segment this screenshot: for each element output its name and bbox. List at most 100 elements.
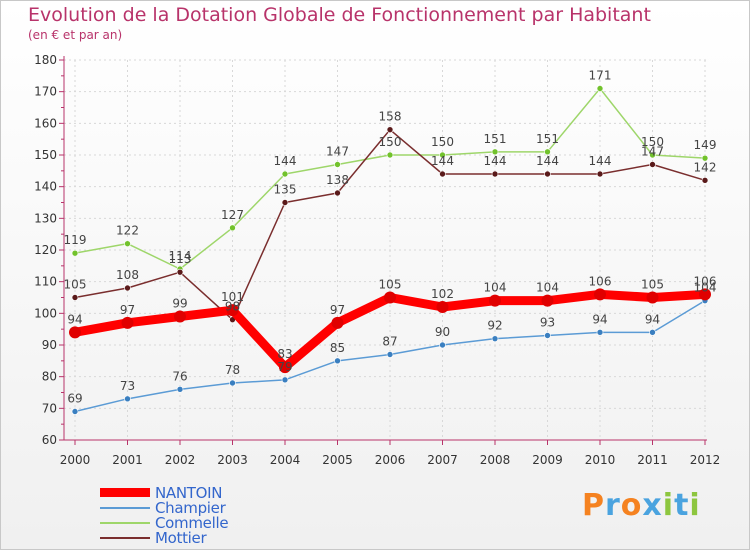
data-label-mottier: 108 — [116, 268, 139, 282]
data-label-champier: 73 — [120, 379, 135, 393]
logo-letter: x — [642, 488, 663, 523]
data-point-commelle — [386, 151, 394, 159]
data-label-commelle: 150 — [379, 135, 402, 149]
data-label-mottier: 144 — [484, 154, 507, 168]
data-label-nantoin: 99 — [172, 297, 187, 311]
data-label-commelle: 127 — [221, 208, 244, 222]
legend-swatch-commelle — [100, 522, 150, 524]
data-point-champier — [176, 386, 184, 393]
data-point-champier — [334, 357, 341, 365]
series-group — [69, 85, 711, 415]
y-axis-ticks: 60 70 80 90 100 110 120 130 140 150 160 170 180 — [34, 53, 64, 447]
legend-label-nantoin: NANTOIN — [155, 484, 223, 502]
data-label-nantoin: 102 — [431, 287, 454, 301]
data-point-champier — [386, 351, 394, 358]
data-label-mottier: 105 — [64, 278, 87, 292]
legend-label-mottier: Mottier — [155, 529, 207, 547]
data-label-mottier: 144 — [536, 154, 559, 168]
data-point-mottier — [701, 177, 709, 184]
data-label-commelle: 150 — [641, 135, 664, 149]
data-label-champier: 92 — [487, 319, 502, 333]
legend-swatch-champier — [100, 507, 150, 509]
data-point-champier — [439, 341, 446, 349]
data-point-nantoin — [436, 301, 449, 313]
data-point-nantoin — [174, 310, 186, 323]
data-label-nantoin: 101 — [221, 290, 244, 304]
legend-label-champier: Champier — [155, 499, 226, 517]
data-label-mottier: 113 — [169, 252, 192, 266]
x-tick-label: 2007 — [427, 453, 458, 467]
data-label-mottier: 98 — [225, 300, 240, 314]
logo-letter: r — [605, 488, 621, 523]
data-point-champier — [649, 329, 656, 336]
y-tick-label: 100 — [34, 306, 57, 320]
x-tick-label: 2002 — [165, 453, 196, 467]
data-labels: 69 73 76 78 79 85 87 90 92 93 94 94 104 119 122 114 127 1… — [64, 69, 717, 406]
y-tick-label: 130 — [34, 211, 57, 225]
data-point-nantoin — [699, 288, 711, 301]
data-label-commelle: 149 — [694, 138, 717, 152]
y-tick-label: 70 — [42, 401, 57, 415]
logo-letter: i — [662, 488, 675, 523]
data-point-commelle — [701, 154, 709, 162]
data-point-mottier — [491, 170, 499, 178]
data-point-mottier — [439, 170, 446, 178]
data-point-commelle — [124, 240, 131, 247]
data-point-commelle — [71, 249, 79, 257]
logo-letter: P — [582, 488, 605, 523]
data-point-nantoin — [541, 294, 554, 307]
grid-lines — [64, 59, 707, 441]
y-tick-label: 180 — [34, 53, 57, 67]
legend-label-commelle: Commelle — [155, 514, 229, 532]
data-label-mottier: 138 — [326, 173, 349, 187]
y-tick-label: 150 — [34, 148, 57, 162]
y-tick-label: 90 — [42, 338, 57, 352]
data-point-nantoin — [226, 304, 239, 317]
data-point-commelle — [334, 161, 341, 168]
y-tick-label: 140 — [34, 180, 57, 194]
data-label-champier: 69 — [67, 392, 82, 406]
data-point-commelle — [281, 170, 289, 178]
data-point-commelle — [439, 151, 446, 159]
data-label-champier: 87 — [382, 335, 397, 349]
x-tick-label: 2008 — [480, 453, 511, 467]
data-point-mottier — [544, 170, 551, 178]
data-point-nantoin — [121, 316, 134, 329]
logo-letter: o — [620, 488, 643, 523]
data-point-champier — [71, 408, 79, 415]
chart-subtitle: (en € et par an) — [28, 28, 123, 42]
chart-title: Evolution de la Dotation Globale de Fonc… — [28, 4, 651, 26]
x-tick-label: 2011 — [637, 453, 668, 467]
data-label-champier: 90 — [435, 325, 450, 339]
logo-letter: t — [674, 488, 690, 523]
data-label-commelle: 150 — [431, 135, 454, 149]
data-label-champier: 104 — [694, 281, 717, 295]
data-point-champier — [124, 395, 131, 403]
data-point-nantoin — [646, 291, 659, 304]
data-label-champier: 76 — [172, 369, 187, 383]
data-label-nantoin: 105 — [641, 278, 664, 292]
data-point-champier — [596, 329, 604, 336]
data-point-champier — [544, 332, 551, 339]
data-label-commelle: 144 — [274, 154, 297, 168]
data-point-commelle — [544, 148, 551, 156]
data-point-champier — [229, 379, 236, 387]
y-tick-label: 120 — [34, 243, 57, 257]
data-point-champier — [281, 376, 289, 384]
x-tick-label: 2003 — [217, 453, 248, 467]
data-label-mottier: 142 — [694, 160, 717, 174]
y-tick-label: 60 — [42, 433, 57, 447]
data-label-commelle: 114 — [169, 249, 192, 263]
data-label-commelle: 151 — [536, 132, 559, 146]
y-tick-label: 160 — [34, 116, 57, 130]
data-point-mottier — [71, 294, 79, 301]
y-tick-label: 110 — [34, 275, 57, 289]
data-label-commelle: 119 — [64, 233, 87, 247]
data-point-commelle — [491, 148, 499, 156]
data-point-nantoin — [279, 361, 291, 374]
data-label-nantoin: 104 — [536, 281, 559, 295]
data-label-champier: 94 — [592, 312, 607, 326]
data-label-nantoin: 94 — [67, 312, 82, 326]
data-label-champier: 94 — [645, 312, 660, 326]
